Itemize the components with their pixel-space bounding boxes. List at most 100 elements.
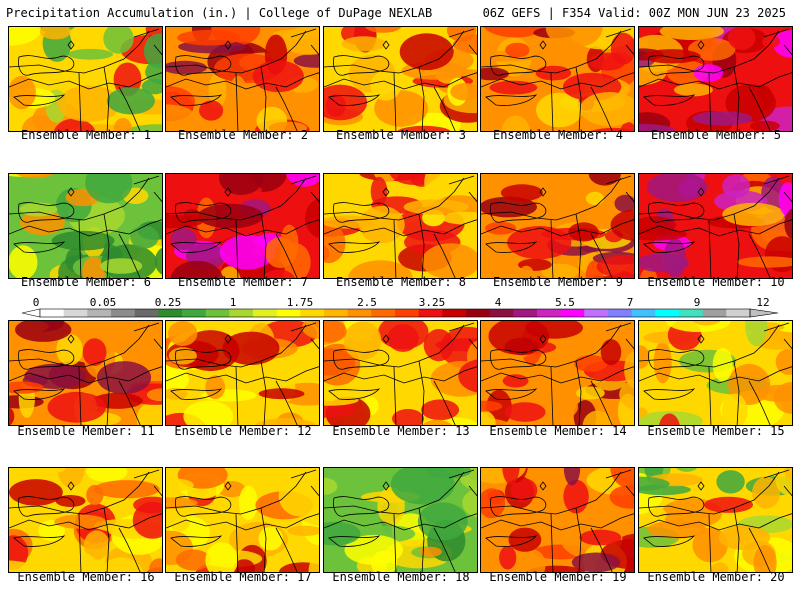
colorbar-swatch: [40, 309, 65, 317]
colorbar-tick-label: 2.5: [357, 296, 377, 309]
map-outline: [9, 322, 162, 425]
panel-caption: Ensemble Member: 11: [17, 424, 155, 438]
colorbar-swatch: [466, 309, 491, 317]
map-outline: [9, 469, 162, 572]
colorbar-swatch: [679, 309, 704, 317]
precip-map: [324, 174, 477, 278]
panel-caption: Ensemble Member: 10: [647, 275, 785, 289]
panel-caption: Ensemble Member: 13: [332, 424, 470, 438]
colorbar-swatch: [205, 309, 230, 317]
colorbar-swatch: [371, 309, 396, 317]
map-panel-1: [8, 26, 163, 132]
panel-caption: Ensemble Member: 15: [647, 424, 785, 438]
map-outline: [639, 469, 792, 572]
map-panel-14: [480, 320, 635, 426]
map-panel-5: [638, 26, 793, 132]
precip-map: [9, 27, 162, 131]
colorbar-swatch: [726, 309, 751, 317]
colorbar-swatch: [442, 309, 467, 317]
precip-map: [166, 321, 319, 425]
colorbar-swatch: [111, 309, 136, 317]
colorbar-swatch: [182, 309, 207, 317]
panel-caption: Ensemble Member: 14: [489, 424, 627, 438]
colorbar-swatch: [158, 309, 183, 317]
colorbar-tick-label: 1: [229, 296, 237, 309]
map-outline: [9, 28, 162, 131]
precip-map: [9, 468, 162, 572]
map-panel-15: [638, 320, 793, 426]
map-outline: [324, 469, 477, 572]
title-left: Precipitation Accumulation (in.) | Colle…: [6, 6, 433, 20]
colorbar-swatch: [300, 309, 325, 317]
map-outline: [481, 175, 634, 278]
map-panel-8: [323, 173, 478, 279]
map-panel-2: [165, 26, 320, 132]
colorbar-swatch: [87, 309, 112, 317]
map-outline: [481, 469, 634, 572]
map-panel-7: [165, 173, 320, 279]
colorbar-swatch: [395, 309, 420, 317]
map-outline: [639, 175, 792, 278]
colorbar-tick-label: 0: [32, 296, 40, 309]
colorbar-swatch: [229, 309, 254, 317]
precip-map: [639, 468, 792, 572]
colorbar-swatch: [253, 309, 278, 317]
panel-caption: Ensemble Member: 12: [174, 424, 312, 438]
colorbar-tick-label: 0.25: [154, 296, 182, 309]
colorbar-tick-label: 1.75: [286, 296, 314, 309]
colorbar: [21, 308, 779, 318]
precip-map: [639, 27, 792, 131]
colorbar-swatch: [134, 309, 159, 317]
map-outline: [324, 28, 477, 131]
map-panel-10: [638, 173, 793, 279]
title-right: 06Z GEFS | F354 Valid: 00Z MON JUN 23 20…: [482, 6, 786, 20]
colorbar-swatch: [608, 309, 633, 317]
panel-caption: Ensemble Member: 5: [650, 128, 782, 142]
precip-map: [324, 27, 477, 131]
map-outline: [324, 175, 477, 278]
map-outline: [639, 322, 792, 425]
map-outline: [166, 322, 319, 425]
colorbar-swatch: [347, 309, 372, 317]
colorbar-swatch: [513, 309, 538, 317]
precip-map: [481, 321, 634, 425]
map-outline: [481, 28, 634, 131]
panel-caption: Ensemble Member: 4: [492, 128, 624, 142]
colorbar-tick-label: 3.25: [418, 296, 446, 309]
colorbar-arrow-right: [749, 308, 779, 318]
map-panel-11: [8, 320, 163, 426]
map-panel-20: [638, 467, 793, 573]
colorbar-tick-label: 5.5: [555, 296, 575, 309]
panel-caption: Ensemble Member: 1: [20, 128, 152, 142]
panel-caption: Ensemble Member: 3: [335, 128, 467, 142]
map-outline: [9, 175, 162, 278]
precip-map: [639, 174, 792, 278]
colorbar-tick-label: 12: [756, 296, 770, 309]
precip-map: [166, 174, 319, 278]
colorbar-tick-label: 9: [693, 296, 701, 309]
map-panel-4: [480, 26, 635, 132]
precip-map: [324, 468, 477, 572]
panel-caption: Ensemble Member: 8: [335, 275, 467, 289]
map-panel-16: [8, 467, 163, 573]
colorbar-tick-label: 7: [626, 296, 634, 309]
map-outline: [324, 322, 477, 425]
map-panel-13: [323, 320, 478, 426]
colorbar-tick-label: 4: [494, 296, 502, 309]
colorbar-tick-label: 0.05: [89, 296, 117, 309]
precip-map: [9, 174, 162, 278]
colorbar-arrow-left: [21, 308, 41, 318]
colorbar-swatch: [655, 309, 680, 317]
colorbar-swatch: [63, 309, 88, 317]
colorbar-swatch: [537, 309, 562, 317]
map-panel-18: [323, 467, 478, 573]
map-outline: [481, 322, 634, 425]
colorbar-swatch: [560, 309, 585, 317]
colorbar-swatch: [584, 309, 609, 317]
precip-map: [166, 468, 319, 572]
panel-caption: Ensemble Member: 6: [20, 275, 152, 289]
colorbar-swatch: [702, 309, 727, 317]
precip-map: [166, 27, 319, 131]
map-outline: [166, 175, 319, 278]
